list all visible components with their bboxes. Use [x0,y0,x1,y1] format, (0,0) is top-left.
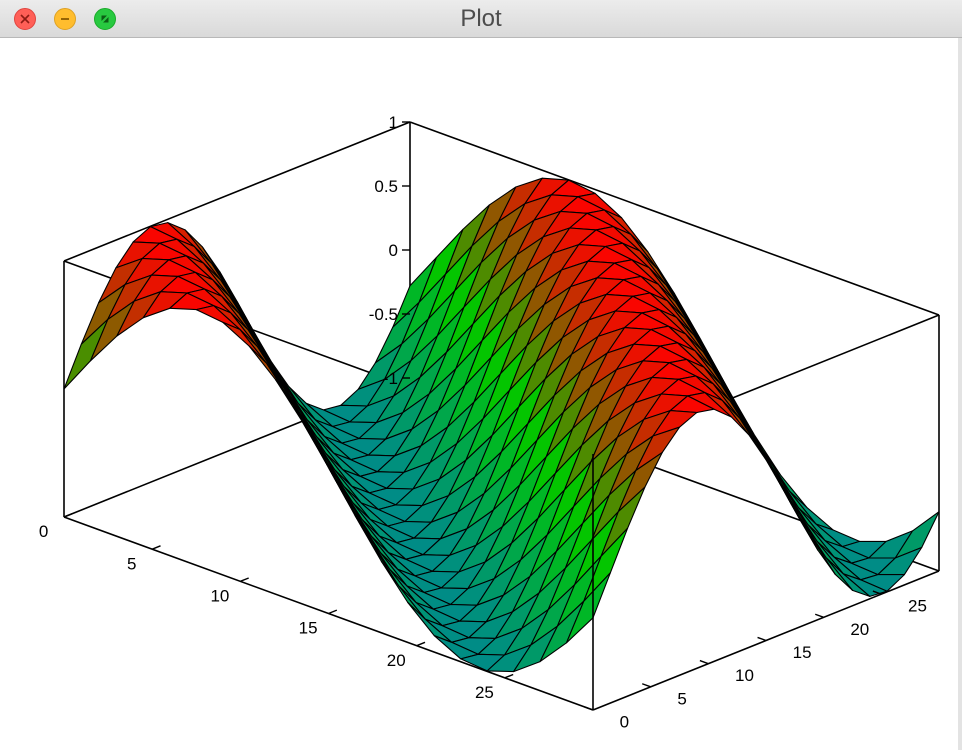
x-tick-label: 0 [39,522,48,541]
y-tick-mark [814,613,824,618]
x-tick-mark [240,577,249,582]
y-tick-label: 25 [908,597,927,616]
x-tick-label: 10 [210,587,229,606]
box-edge-top-back [409,121,940,316]
box-edge-top-left [63,121,411,262]
y-tick-label: 0 [620,713,629,732]
surface-plot: 0 5 10 15 20 25 0 5 10 15 20 25 -1 -0.5 0 0.5 1 [39,113,940,732]
y-tick-label: 5 [677,689,686,708]
x-tick-label: 25 [475,683,494,702]
y-tick-label: 15 [793,643,812,662]
x-tick-mark [504,673,514,679]
fullscreen-icon [101,15,109,23]
y-tick-label: 10 [735,666,754,685]
x-tick-mark [416,641,426,647]
x-tick-mark [328,609,338,615]
y-tick-mark [584,706,594,711]
zoom-button[interactable] [94,8,116,30]
minimize-button[interactable] [54,8,76,30]
window-title: Plot [460,5,502,32]
x-tick-mark [151,545,161,550]
minimize-icon [61,18,69,20]
y-tick-mark [757,636,767,642]
x-tick-label: 5 [127,554,136,573]
x-tick-mark [63,512,73,518]
surface-facet [63,318,109,390]
surface-facet [762,450,808,508]
z-tick-label: -0.5 [369,305,398,324]
z-tick-label: 0 [389,241,398,260]
close-button[interactable] [14,8,36,30]
surface-facet [565,572,611,644]
window-edge [958,38,962,750]
y-tick-mark [641,683,651,688]
y-tick-mark [872,590,882,595]
close-icon [20,14,30,24]
z-tick-label: -1 [383,369,398,388]
y-tick-label: 20 [850,620,869,639]
x-tick-label: 15 [299,619,318,638]
title-bar: Plot [0,0,962,38]
x-tick-label: 20 [387,651,406,670]
z-tick-label: 1 [389,113,398,132]
z-tick-label: 0.5 [374,177,398,196]
y-tick-mark [699,659,709,665]
